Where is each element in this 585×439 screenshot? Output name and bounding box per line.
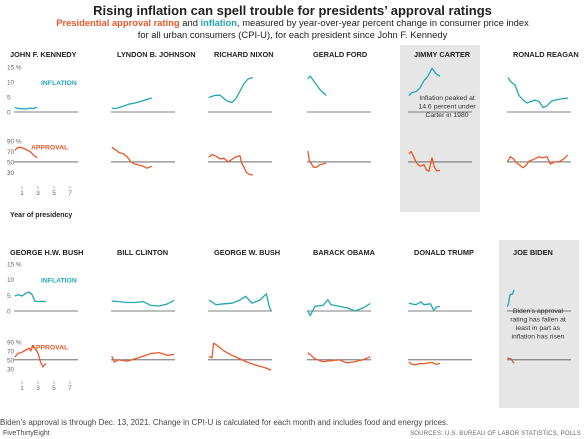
highlight-panel [400,45,480,212]
carter-annotation: Inflation peaked at 14.6 percent under Car… [418,95,476,119]
inflation-series-line [408,301,441,311]
approval-series-line [408,361,441,366]
footnote: Biden’s approval is through Dec. 13, 202… [0,418,449,427]
approval-series-line [507,154,569,169]
approval-series-line [307,150,327,168]
chart-subtitle: Presidential approval rating and inflati… [55,17,530,40]
approval-tick-label: 70 [7,149,15,156]
x-tick-label: 3 [36,385,40,392]
approval-tick-label: 30 [7,366,15,373]
approval-series-line [408,150,441,172]
president-name: GEORGE W. BUSH [214,248,280,257]
x-tick-label: 1 [20,385,24,392]
inflation-series-line [408,67,441,96]
approval-series-line [14,146,38,159]
approval-tick-label: 50 [7,357,15,364]
approval-label: APPROVAL [31,344,68,351]
inflation-series-line [307,75,327,96]
president-name: JOHN F. KENNEDY [10,50,77,59]
inflation-tick-label: 5 [7,293,11,300]
approval-tick-label: 90 % [7,139,22,146]
x-tick-label: 7 [68,190,72,197]
president-name: RONALD REAGAN [513,50,579,59]
approval-label: APPROVAL [31,144,68,151]
inflation-label: INFLATION [41,278,77,285]
chart-title: Rising inflation can spell trouble for p… [93,3,492,18]
president-name: JOE BIDEN [513,248,553,257]
highlight-panel [499,240,579,408]
inflation-label: INFLATION [41,80,77,87]
biden-annotation: Biden’s approval rating has fallen at leas… [510,308,566,341]
subtitle-and: and [179,17,201,28]
approval-series-line [507,357,515,364]
subtitle-inflation-term: inflation [200,17,237,28]
x-axis-title: Year of presidency [10,212,72,219]
president-name: GERALD FORD [313,50,368,59]
president-name: LYNDON B. JOHNSON [117,50,196,59]
approval-series-line [307,352,371,364]
inflation-tick-label: 5 [7,95,11,102]
approval-tick-label: 30 [7,170,15,177]
approval-tick-label: 70 [7,348,15,355]
president-name: RICHARD NIXON [214,50,274,59]
inflation-tick-label: 0 [7,309,11,316]
approval-series-line [14,344,47,368]
x-tick-label: 1 [20,190,24,197]
subtitle-approval-term: Presidential approval rating [56,17,180,28]
president-name: DONALD TRUMP [414,248,474,257]
inflation-series-line [111,97,152,110]
president-name: JIMMY CARTER [414,50,471,59]
x-tick-label: 7 [68,385,72,392]
inflation-series-line [14,106,38,110]
approval-series-line [208,342,272,371]
source-note: SOURCES: U.S. BUREAU OF LABOR STATISTICS… [410,431,581,437]
inflation-tick-label: 15 % [7,65,22,72]
approval-series-line [208,153,253,176]
inflation-series-line [111,299,175,307]
inflation-series-line [14,291,47,303]
inflation-series-line [307,299,371,317]
x-tick-label: 3 [36,190,40,197]
inflation-tick-label: 15 % [7,262,22,269]
inflation-series-line [507,77,568,109]
inflation-tick-label: 10 [7,80,15,87]
subtitle-description: , measured by year-over-year percent cha… [137,17,529,40]
president-name: GEORGE H.W. BUSH [10,248,84,257]
inflation-series-line [208,76,253,104]
inflation-series-line [506,289,515,307]
president-name: BILL CLINTON [117,248,168,257]
x-tick-label: 5 [52,190,56,197]
approval-series-line [111,351,175,363]
approval-series-line [111,146,153,169]
brand-logo-text: FiveThirtyEight [3,430,50,437]
approval-tick-label: 50 [7,159,15,166]
inflation-tick-label: 10 [7,277,15,284]
president-name: BARACK OBAMA [313,248,376,257]
inflation-series-line [208,293,272,312]
x-tick-label: 5 [52,385,56,392]
inflation-tick-label: 0 [7,110,11,117]
approval-tick-label: 90 % [7,339,22,346]
